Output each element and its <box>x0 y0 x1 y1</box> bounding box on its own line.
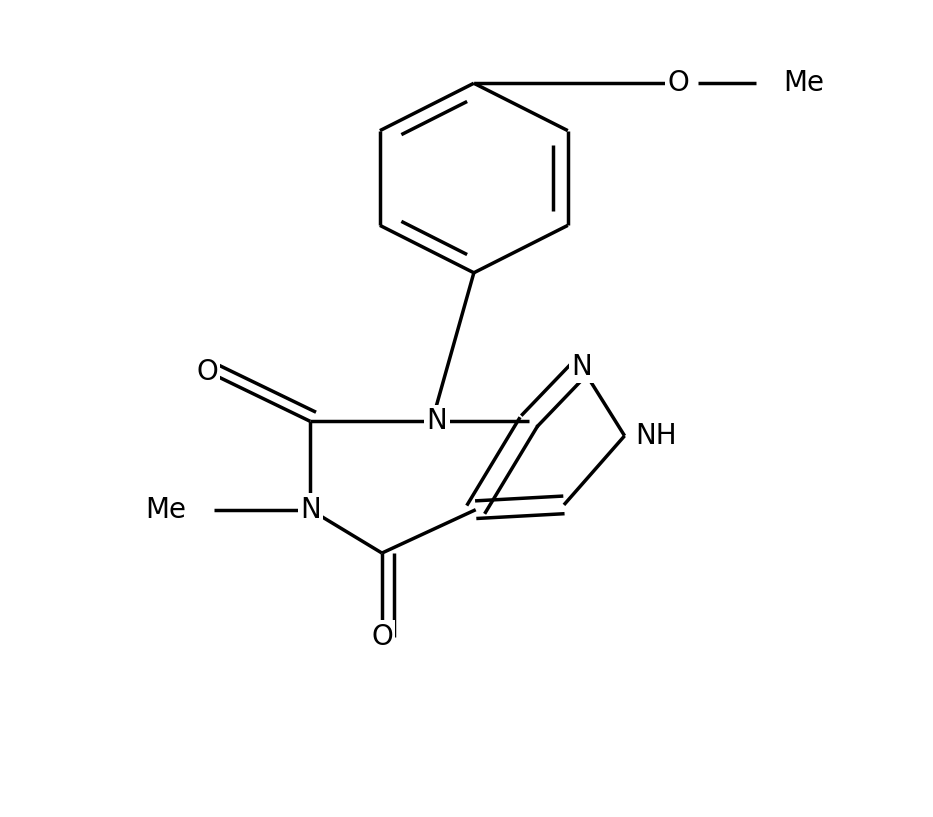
Text: N: N <box>571 353 592 381</box>
Text: O: O <box>371 623 393 650</box>
Text: NH: NH <box>635 422 677 450</box>
Text: N: N <box>426 408 448 435</box>
Text: O: O <box>667 69 689 97</box>
Text: Me: Me <box>784 69 825 97</box>
Text: Me: Me <box>146 496 187 524</box>
Text: N: N <box>299 496 321 524</box>
Text: O: O <box>197 358 218 386</box>
